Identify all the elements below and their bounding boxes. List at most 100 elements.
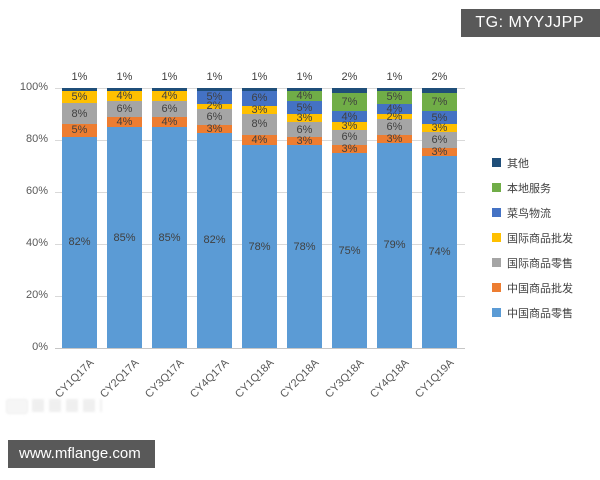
segment-label: 85% — [113, 231, 136, 244]
bar-segment — [422, 132, 457, 148]
segment-label: 79% — [383, 239, 406, 252]
legend-item: 其他 — [492, 150, 573, 175]
segment-label: 8% — [251, 118, 268, 131]
watermark-icon — [6, 399, 28, 414]
y-tick-label: 40% — [25, 237, 48, 249]
bar-segment — [287, 90, 322, 101]
legend-swatch — [492, 158, 501, 167]
bar-segment — [422, 111, 457, 125]
segment-label: 2% — [386, 110, 403, 123]
segment-label: 5% — [296, 101, 313, 114]
bar-segment — [377, 119, 412, 135]
bar-segment — [62, 90, 97, 104]
segment-label: 5% — [431, 111, 448, 124]
bar-segment — [152, 127, 187, 348]
legend-swatch — [492, 208, 501, 217]
bar-segment — [377, 103, 412, 114]
segment-label: 5% — [206, 91, 223, 104]
segment-label: 5% — [386, 91, 403, 104]
bar-segment — [62, 136, 97, 348]
bar-segment — [332, 153, 367, 348]
segment-label: 4% — [341, 110, 358, 123]
y-tick-label: 0% — [32, 341, 48, 353]
bar-segment — [287, 145, 322, 348]
legend-label: 菜鸟物流 — [507, 207, 551, 220]
bar-segment — [422, 147, 457, 156]
segment-label: 6% — [341, 131, 358, 144]
legend-label: 国际商品批发 — [507, 232, 573, 245]
bar-segment — [332, 88, 367, 94]
legend-item: 中国商品零售 — [492, 300, 573, 325]
bar-segment — [107, 101, 142, 117]
bar-segment — [152, 88, 187, 91]
segment-label: 5% — [71, 91, 88, 103]
legend-swatch — [492, 283, 501, 292]
bar-segment — [377, 90, 412, 104]
plot-area: 82% 5% 8% 5% 1% CY1Q17A 85% 4% 6% 4% 1% CY2Q17A 85% 4… — [52, 71, 465, 401]
tg-badge: TG: MYYJJPP — [461, 9, 600, 37]
bar-segment — [152, 90, 187, 101]
segment-label: 85% — [158, 231, 181, 244]
segment-label: 4% — [296, 89, 313, 102]
bar-segment — [107, 116, 142, 127]
bar-segment — [242, 134, 277, 146]
segment-label: 5% — [71, 124, 88, 137]
bar-segment — [422, 155, 457, 348]
legend-swatch — [492, 233, 501, 242]
bar-segment — [332, 121, 367, 130]
segment-label: 6% — [251, 92, 268, 105]
legend-item: 国际商品批发 — [492, 225, 573, 250]
segment-label: 3% — [296, 135, 313, 148]
legend-label: 中国商品零售 — [507, 307, 573, 320]
segment-label: 3% — [341, 143, 358, 156]
segment-label: 3% — [206, 122, 223, 135]
bar-segment — [197, 109, 232, 125]
segment-label: 3% — [296, 111, 313, 124]
bar-segment — [107, 88, 142, 91]
segment-label: 6% — [161, 102, 178, 115]
url-bar: www.mflange.com — [8, 440, 155, 468]
legend-item: 国际商品零售 — [492, 250, 573, 275]
bar-segment — [287, 114, 322, 122]
segment-label: 6% — [386, 121, 403, 133]
bar-segment — [197, 103, 232, 110]
bar-segment — [287, 88, 322, 91]
y-tick-label: 100% — [19, 81, 48, 93]
bar-segment — [62, 88, 97, 91]
segment-label: 6% — [296, 123, 313, 136]
legend: 其他 本地服务 菜鸟物流 国际商品批发 国际商品零售 中国商品批发 中国商品零售 — [492, 150, 573, 325]
bar-segment — [287, 101, 322, 114]
bar-segment — [242, 88, 277, 91]
watermark-logo — [6, 398, 116, 414]
bar-segment — [422, 88, 457, 94]
y-tick-label: 60% — [25, 185, 48, 197]
bar-segment — [287, 121, 322, 138]
segment-label: 3% — [431, 145, 448, 158]
bar-segment — [332, 145, 367, 153]
segment-label: 3% — [431, 122, 448, 135]
legend-item: 中国商品批发 — [492, 275, 573, 300]
bar-segment — [242, 106, 277, 114]
bar-segment — [197, 132, 232, 348]
legend-item: 菜鸟物流 — [492, 200, 573, 225]
bar-segment — [332, 111, 367, 122]
segment-label: 4% — [386, 102, 403, 115]
bar-segment — [107, 127, 142, 348]
legend-label: 国际商品零售 — [507, 257, 573, 270]
segment-label: 4% — [161, 115, 178, 128]
bar-segment — [62, 124, 97, 137]
legend-swatch — [492, 308, 501, 317]
segment-label: 3% — [386, 132, 403, 145]
segment-label: 3% — [251, 104, 268, 117]
segment-label: 4% — [161, 89, 178, 102]
bar-segment — [197, 90, 232, 104]
segment-label: 3% — [341, 119, 358, 132]
segment-label: 75% — [338, 244, 361, 257]
segment-label: 78% — [248, 240, 271, 253]
segment-label: 7% — [431, 96, 448, 109]
bar-segment — [287, 137, 322, 146]
legend-label: 中国商品批发 — [507, 282, 573, 295]
segment-label: 78% — [293, 240, 316, 253]
bar-top-label: 2% — [341, 71, 358, 83]
